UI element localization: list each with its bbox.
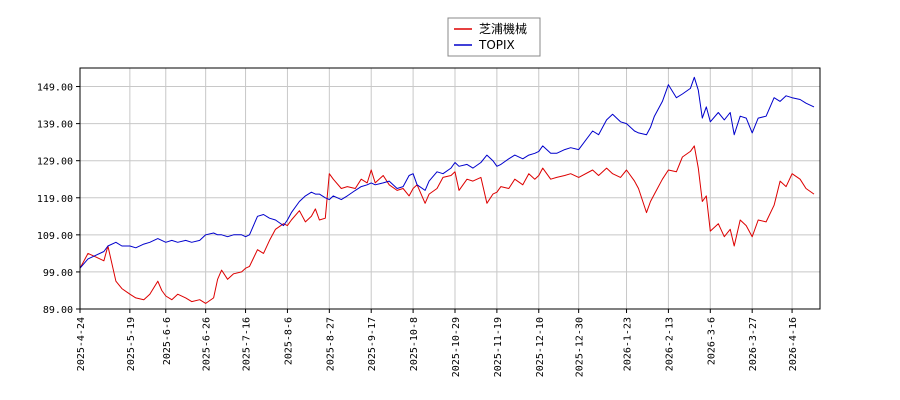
legend-label-series-1: TOPIX <box>478 38 515 52</box>
y-tick-label: 129.00 <box>37 157 73 168</box>
x-tick-label: 2025-8-27 <box>325 317 336 371</box>
y-tick-label: 119.00 <box>37 194 73 205</box>
y-tick-label: 149.00 <box>37 83 73 94</box>
legend-box <box>447 17 541 57</box>
x-tick-label: 2025-9-17 <box>367 317 378 371</box>
x-tick-label: 2025-8-6 <box>283 317 294 365</box>
y-axis: 89.00 99.00 109.00 119.00 129.00 139.00 149.00 <box>37 83 80 316</box>
x-tick-label: 2025-10-8 <box>409 317 420 371</box>
x-tick-label: 2026-4-16 <box>788 317 799 371</box>
legend-label-series-0: 芝浦機械 <box>479 21 527 36</box>
gridlines <box>79 68 820 310</box>
x-tick-label: 2025-11-19 <box>493 317 504 377</box>
x-tick-label: 2025-6-6 <box>162 317 173 365</box>
y-tick-label: 89.00 <box>43 305 73 316</box>
x-tick-label: 2025-12-10 <box>535 317 546 377</box>
plot-frame <box>79 67 821 310</box>
x-tick-label: 2026-3-27 <box>748 317 759 371</box>
x-tick-label: 2025-6-26 <box>202 317 213 371</box>
legend: 芝浦機械 TOPIX <box>447 17 541 57</box>
series-line-topix <box>79 76 815 269</box>
x-tick-label: 2026-3-6 <box>706 317 717 365</box>
y-tick-label: 109.00 <box>37 231 73 242</box>
series-layer <box>79 76 815 304</box>
x-tick-label: 2026-1-23 <box>623 317 634 371</box>
x-tick-label: 2026-2-13 <box>664 317 675 371</box>
y-tick-label: 99.00 <box>43 268 73 279</box>
x-tick-label: 2025-7-16 <box>242 317 253 371</box>
x-tick-label: 2025-12-30 <box>575 317 586 377</box>
x-tick-label: 2025-5-19 <box>126 317 137 371</box>
series-line-shibaura-machine <box>79 145 815 304</box>
x-tick-label: 2025-4-24 <box>76 317 87 371</box>
y-tick-label: 139.00 <box>37 120 73 131</box>
x-tick-label: 2025-10-29 <box>451 317 462 377</box>
x-axis: 2025-4-24 2025-5-19 2025-6-6 2025-6-26 2025-… <box>76 309 799 377</box>
